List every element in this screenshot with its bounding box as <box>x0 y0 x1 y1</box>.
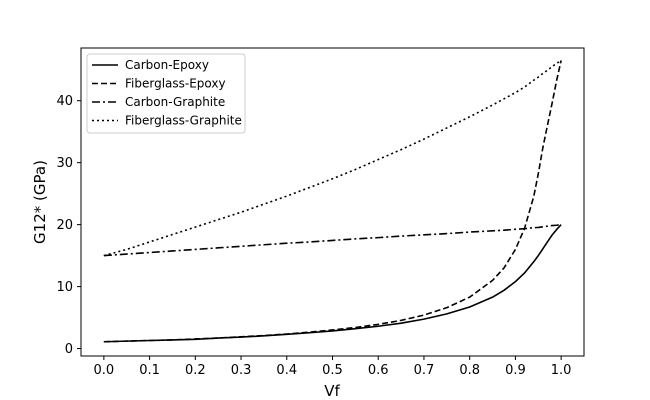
y-axis-label: G12* (GPa) <box>31 160 49 244</box>
x-axis: 0.0 0.1 0.2 0.3 0.4 0.5 0.6 0.7 0.8 0.9 1.0 <box>94 356 572 378</box>
series-layer <box>103 59 562 343</box>
x-tick-label: 0.4 <box>276 363 297 378</box>
legend-label: Carbon-Epoxy <box>125 58 209 72</box>
x-tick-label: 0.6 <box>368 363 389 378</box>
y-axis: 0 10 20 30 40 <box>56 94 81 357</box>
legend-label: Carbon-Graphite <box>125 95 225 109</box>
series-line-fiberglass-epoxy <box>103 60 562 343</box>
x-tick-label: 0.7 <box>414 363 435 378</box>
x-tick-label: 0.9 <box>505 363 526 378</box>
y-tick-label: 20 <box>56 218 73 233</box>
y-tick-label: 0 <box>65 342 73 357</box>
x-axis-label: Vf <box>324 382 340 400</box>
x-tick-label: 0.8 <box>459 363 480 378</box>
legend-box <box>86 53 246 134</box>
x-tick-label: 1.0 <box>551 363 572 378</box>
x-tick-label: 0.3 <box>231 363 252 378</box>
y-tick-label: 40 <box>56 94 73 109</box>
legend: Carbon-Epoxy Fiberglass-Epoxy Carbon-Graph… <box>86 53 246 134</box>
y-tick-label: 30 <box>56 156 73 171</box>
x-tick-label: 0.2 <box>185 363 206 378</box>
series-line-carbon-graphite <box>103 223 562 257</box>
x-tick-label: 0.5 <box>322 363 343 378</box>
y-tick-label: 10 <box>56 280 73 295</box>
x-tick-label: 0.0 <box>94 363 115 378</box>
legend-label: Fiberglass-Graphite <box>125 114 242 128</box>
legend-label: Fiberglass-Epoxy <box>125 77 226 91</box>
x-tick-label: 0.1 <box>139 363 160 378</box>
